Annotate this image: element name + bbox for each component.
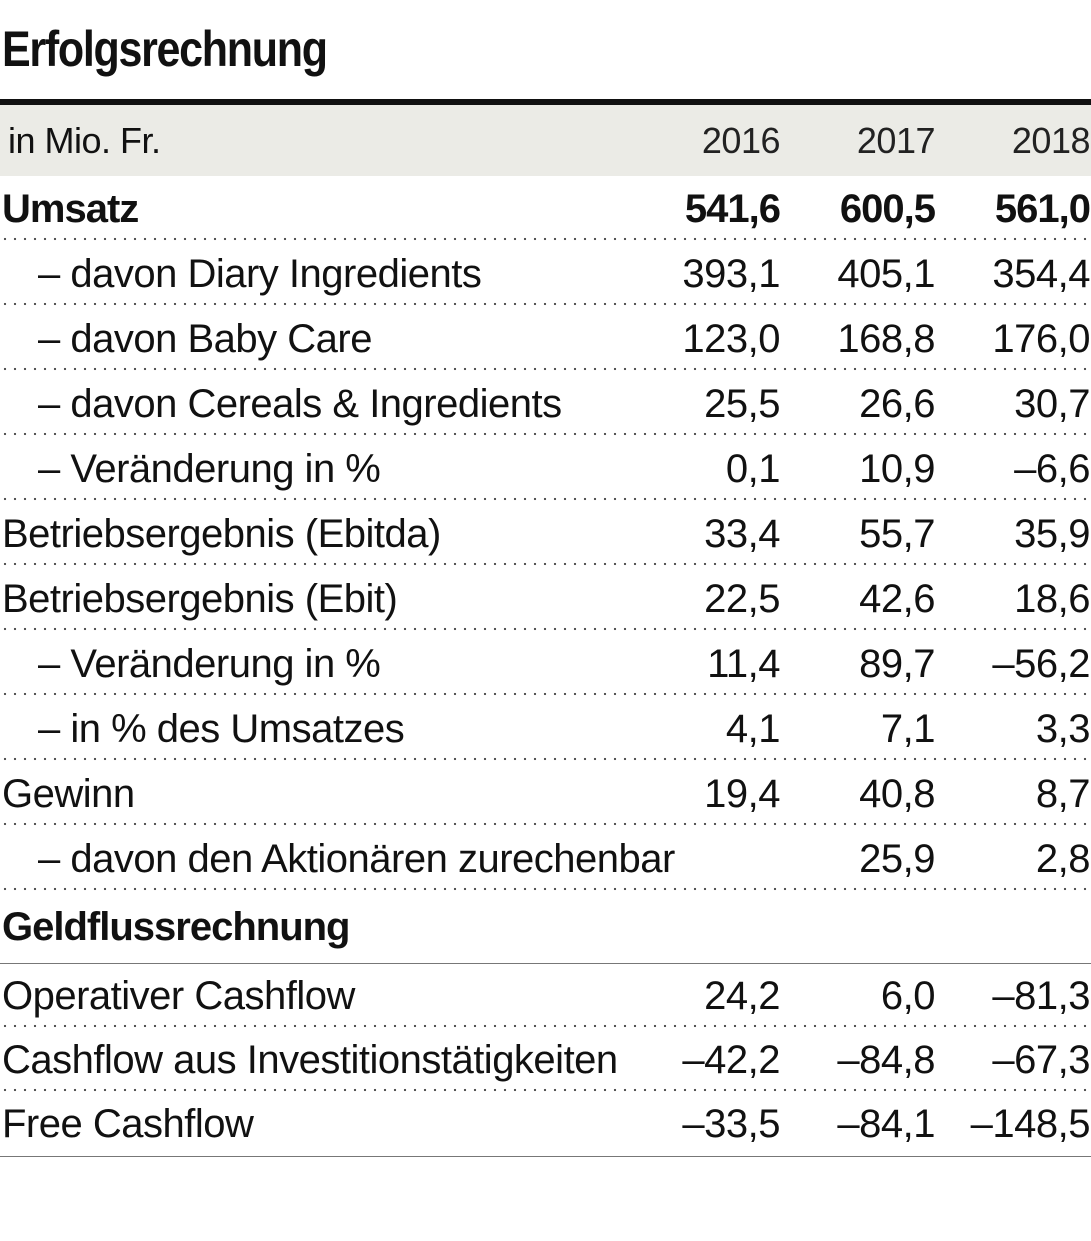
row-value-2017: 89,7 [859, 641, 935, 686]
row-value-2016: 22,5 [704, 576, 780, 621]
row-value-2016: 19,4 [704, 771, 780, 816]
table-row-ebitda: Betriebsergebnis (Ebitda) 33,4 55,7 35,9 [0, 501, 1091, 566]
row-value-2018: 176,0 [992, 316, 1090, 361]
table-row-investitionen-cashflow: Cashflow aus Investitionstätigkeiten –42… [0, 1028, 1091, 1092]
row-value-2018: –67,3 [992, 1038, 1090, 1082]
row-value-2017: 600,5 [839, 186, 936, 231]
row-value-2017: 405,1 [837, 251, 935, 296]
row-value-2018: 354,4 [992, 251, 1090, 296]
row-label: – Veränderung in % [38, 641, 381, 686]
row-label: – davon Cereals & Ingredients [38, 381, 562, 426]
table-row-ebit: Betriebsergebnis (Ebit) 22,5 42,6 18,6 [0, 566, 1091, 631]
table-row-diary-ingredients: – davon Diary Ingredients 393,1 405,1 35… [0, 241, 1091, 306]
row-label: Gewinn [2, 771, 135, 816]
row-value-2018: 8,7 [1035, 771, 1091, 816]
row-value-2017: 40,8 [859, 771, 935, 816]
year-header-2016: 2016 [701, 119, 781, 161]
row-label: Betriebsergebnis (Ebitda) [2, 511, 441, 556]
row-value-2018: 3,3 [1035, 706, 1091, 751]
row-value-2018: 561,0 [994, 186, 1091, 231]
page-title: Erfolgsrechnung [2, 21, 328, 77]
row-value-2016: 541,6 [684, 186, 781, 231]
row-label: Betriebsergebnis (Ebit) [2, 576, 398, 621]
row-label: Umsatz [2, 186, 139, 231]
row-value-2016: 25,5 [704, 381, 780, 426]
title-divider [0, 99, 1091, 105]
table-row-umsatz: Umsatz 541,6 600,5 561,0 [0, 176, 1091, 241]
row-label: Operativer Cashflow [2, 974, 355, 1018]
row-label: – davon Baby Care [38, 316, 372, 361]
row-value-2017: 7,1 [880, 706, 936, 751]
table-row-free-cashflow: Free Cashflow –33,5 –84,1 –148,5 [0, 1092, 1091, 1157]
row-value-2017: 55,7 [859, 511, 935, 556]
row-value-2017: 26,6 [859, 381, 935, 426]
row-value-2016: –33,5 [682, 1102, 780, 1146]
row-value-2018: 35,9 [1014, 511, 1090, 556]
table-row-gewinn-aktionaere: – davon den Aktionären zurechenbar 25,9 … [0, 826, 1091, 891]
table-row-baby-care: – davon Baby Care 123,0 168,8 176,0 [0, 306, 1091, 371]
row-label: Cashflow aus Investitionstätigkeiten [2, 1038, 618, 1082]
section-title: Geldflussrechnung [2, 905, 350, 949]
row-value-2018: –6,6 [1014, 446, 1090, 491]
row-value-2017: 25,9 [859, 836, 935, 881]
row-value-2016: 0,1 [725, 446, 781, 491]
table-row-umsatz-change: – Veränderung in % 0,1 10,9 –6,6 [0, 436, 1091, 501]
row-value-2017: –84,1 [837, 1102, 935, 1146]
row-label: – davon den Aktionären zurechenbar [38, 836, 675, 881]
row-value-2017: 10,9 [859, 446, 935, 491]
row-value-2018: –56,2 [992, 641, 1090, 686]
row-value-2016: –42,2 [682, 1038, 780, 1082]
row-value-2017: 6,0 [880, 974, 936, 1018]
year-header-2018: 2018 [1011, 119, 1091, 161]
section-heading-row: Geldflussrechnung [0, 891, 1091, 964]
year-header-2017: 2017 [856, 119, 936, 161]
row-value-2018: 30,7 [1014, 381, 1090, 426]
unit-label: in Mio. Fr. [8, 119, 161, 161]
row-value-2018: 18,6 [1014, 576, 1090, 621]
row-label: – Veränderung in % [38, 446, 381, 491]
table-row-cereals-ingredients: – davon Cereals & Ingredients 25,5 26,6 … [0, 371, 1091, 436]
row-value-2016: 123,0 [682, 316, 780, 361]
row-value-2017: 168,8 [837, 316, 935, 361]
row-label: – in % des Umsatzes [38, 706, 405, 751]
row-value-2018: 2,8 [1035, 836, 1091, 881]
row-value-2018: –148,5 [970, 1102, 1091, 1146]
row-value-2016: 4,1 [725, 706, 781, 751]
row-value-2016: 393,1 [682, 251, 780, 296]
table-row-operativer-cashflow: Operativer Cashflow 24,2 6,0 –81,3 [0, 964, 1091, 1028]
row-value-2017: –84,8 [837, 1038, 935, 1082]
row-value-2018: –81,3 [992, 974, 1090, 1018]
table-row-ebit-change: – Veränderung in % 11,4 89,7 –56,2 [0, 631, 1091, 696]
table-row-gewinn: Gewinn 19,4 40,8 8,7 [0, 761, 1091, 826]
row-label: – davon Diary Ingredients [38, 251, 482, 296]
table-row-ebit-margin: – in % des Umsatzes 4,1 7,1 3,3 [0, 696, 1091, 761]
financial-table: in Mio. Fr. 2016 2017 2018 Umsatz 541,6 … [0, 105, 1091, 1157]
row-value-2016: 33,4 [704, 511, 780, 556]
row-value-2016: 24,2 [704, 974, 780, 1018]
row-value-2016: 11,4 [707, 641, 780, 686]
table-header-row: in Mio. Fr. 2016 2017 2018 [0, 105, 1091, 176]
row-label: Free Cashflow [2, 1102, 254, 1146]
row-value-2017: 42,6 [859, 576, 935, 621]
